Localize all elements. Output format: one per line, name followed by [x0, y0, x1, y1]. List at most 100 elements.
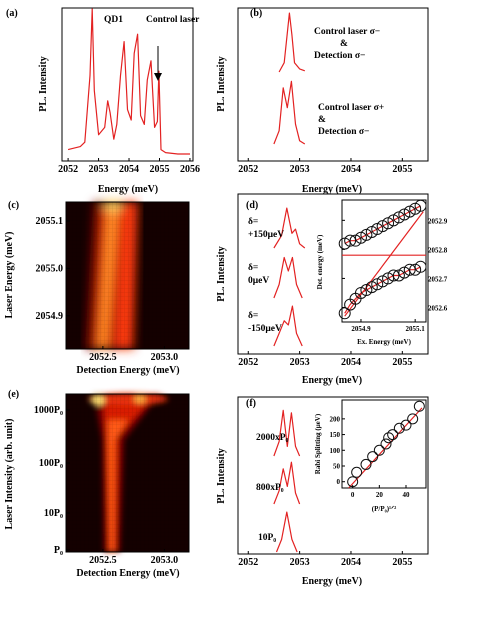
- upper-branch-point: [354, 231, 367, 244]
- rabi-data-point: [393, 422, 405, 434]
- x-axis-tick-label: 2054: [341, 164, 361, 175]
- control-laser-label: Control laser: [146, 15, 200, 25]
- panel-c: (c) 2052.5 2053.0 2055.1 2055.0 2054.9 Detec…: [4, 200, 190, 376]
- rabi-data-point: [400, 419, 412, 431]
- panel-e: (e) 2052.5 2053.0 1000P₀ 100P₀ 10P₀ P₀ Detect…: [4, 389, 190, 579]
- spectrum-minus150-line: [273, 305, 303, 347]
- inset-x-tick-label: 2055.1: [406, 325, 426, 333]
- lower-branch-point: [414, 260, 427, 273]
- x-axis-tick-label: 2053.0: [151, 352, 179, 363]
- annotation-detection-sigma-minus: Detection σ−: [314, 51, 365, 61]
- delta-value-zero: 0μeV: [248, 276, 269, 286]
- annotation-control-sigma-minus: Control laser σ−: [314, 27, 380, 37]
- y-axis-label: PL. Intensity: [216, 246, 227, 302]
- x-axis-tick-label: 2053: [290, 357, 310, 368]
- arrow-head: [154, 73, 162, 81]
- y-axis-tick-label: 2055.0: [36, 263, 64, 274]
- panel-d: (d) 2052 2053 2054 2055 δ= +150μeV δ= 0μeV …: [216, 193, 448, 386]
- upper-branch-point: [349, 234, 362, 247]
- y-axis-label: PL. Intensity: [38, 56, 49, 112]
- lower-branch-point: [376, 275, 389, 288]
- inset-x-tick-label: 40: [403, 491, 411, 499]
- plot-frame: [65, 201, 190, 350]
- plot-frame: [237, 396, 429, 555]
- upper-branch-point: [344, 234, 357, 247]
- panel-b: (b) 2052 2053 2054 2055 Control laser σ− & …: [216, 7, 429, 195]
- panel-a: (a) 2052 2053 2054 2055 2056 QD1 Control las…: [6, 7, 200, 195]
- rabi-data-point: [383, 432, 395, 444]
- inset-y-axis-label: Rabi Splitting (μeV): [314, 413, 322, 474]
- lower-branch-point: [387, 269, 400, 282]
- heatmap-grid: [66, 202, 189, 349]
- x-axis-tick-label: 2056: [180, 164, 200, 175]
- inset-x-tick-label: 2054.9: [351, 325, 371, 333]
- x-axis-tick-label: 2052: [238, 164, 258, 175]
- y-axis-tick-label: 100P₀: [39, 458, 63, 469]
- inset-d: 2054.9 2055.1 2052.9 2052.8 2052.7 2052.6 Ex.…: [316, 199, 448, 346]
- power-label-2000p0: 2000xP₀: [256, 433, 289, 443]
- x-axis-label: Energy (meV): [302, 184, 362, 195]
- y-axis-label: Laser Intensity (arb. unit): [4, 419, 15, 530]
- heatmap-grid: [66, 394, 189, 552]
- lower-branch-point: [403, 263, 416, 276]
- spectrum-800p0-line: [273, 461, 301, 505]
- inset-y-tick-label: 0: [337, 478, 341, 486]
- inset-y-tick-label: 2052.8: [428, 246, 448, 254]
- spectrum-2000p0-line: [273, 409, 301, 457]
- spectrum-plus150-line: [273, 207, 306, 249]
- x-axis-tick-label: 2052.5: [89, 352, 117, 363]
- annotation-detection-sigma-minus-2: Detection σ−: [318, 127, 369, 137]
- panel-f: (f) 2052 2053 2054 2055 2000xP₀ 800xP₀ 10P₀…: [216, 396, 429, 587]
- power-label-800p0: 800xP₀: [256, 483, 284, 493]
- upper-branch-point: [387, 214, 400, 227]
- y-axis-label: PL. Intensity: [216, 448, 227, 504]
- inset-y-axis-label: Det. energy (meV): [316, 234, 324, 289]
- inset-y-tick-label: 150: [330, 431, 341, 439]
- inset-y-tick-label: 2052.6: [428, 304, 448, 312]
- x-axis-tick-label: 2052: [238, 357, 258, 368]
- panel-label: (e): [8, 389, 19, 400]
- rabi-data-point: [387, 429, 399, 441]
- qd1-label: QD1: [104, 15, 123, 25]
- upper-branch-point: [382, 217, 395, 230]
- x-axis-tick-label: 2053.0: [151, 555, 179, 566]
- rabi-data-point: [373, 444, 385, 456]
- inset-y-tick-label: 200: [330, 415, 341, 423]
- panel-label: (f): [246, 398, 256, 409]
- x-axis-tick-label: 2055: [392, 357, 412, 368]
- rabi-data-point: [407, 413, 419, 425]
- x-axis-tick-label: 2055: [149, 164, 169, 175]
- x-axis-tick-label: 2054: [341, 357, 361, 368]
- lower-branch-point: [382, 272, 395, 285]
- inset-y-tick-label: 50: [333, 463, 341, 471]
- spectrum-10p0-line: [275, 511, 298, 553]
- delta-value-minus150: -150μeV: [248, 324, 282, 334]
- diagonal-reference-line: [344, 211, 424, 317]
- x-axis-tick-label: 2052: [238, 557, 258, 568]
- x-axis-label: Energy (meV): [98, 184, 158, 195]
- rabi-data-point: [360, 458, 372, 470]
- lower-branch-point: [365, 281, 378, 294]
- x-axis-tick-label: 2054: [341, 557, 361, 568]
- x-axis-label: Energy (meV): [302, 375, 362, 386]
- panel-label: (c): [8, 200, 19, 211]
- x-axis-label: Energy (meV): [302, 576, 362, 587]
- lower-branch-point: [398, 266, 411, 279]
- y-axis-label: Laser Energy (meV): [4, 231, 15, 318]
- y-axis-tick-label: 1000P₀: [34, 405, 63, 416]
- x-axis-tick-label: 2055: [392, 164, 412, 175]
- x-axis-tick-label: 2053: [290, 557, 310, 568]
- panel-label: (a): [6, 8, 18, 19]
- rabi-data-point: [367, 451, 379, 463]
- inset-x-tick-label: 0: [351, 491, 355, 499]
- inset-x-axis-label: (P/P₀)¹ᐟ²: [372, 505, 396, 513]
- x-axis-tick-label: 2054: [119, 164, 139, 175]
- spectrum-zero-line: [273, 256, 303, 299]
- inset-f: 0 20 40 0 50 100 150 200 (P/P₀)¹ᐟ² Rabi Splitti…: [314, 399, 427, 513]
- upper-branch-point: [403, 205, 416, 218]
- x-axis-label: Detection Energy (meV): [76, 365, 179, 376]
- panel-label: (d): [246, 200, 258, 211]
- inset-x-axis-label: Ex. Energy (meV): [357, 338, 412, 346]
- rabi-data-point: [351, 466, 363, 478]
